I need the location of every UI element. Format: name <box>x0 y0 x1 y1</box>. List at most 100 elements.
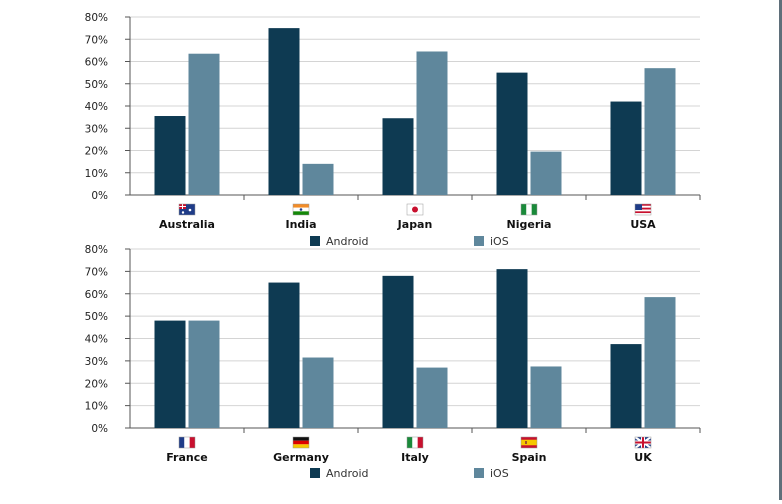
chart-1: 0% 10% 20% 30% 40% 50% 60% 70% 80% Australia India… <box>85 12 701 248</box>
legend-label-android: Android <box>326 235 369 248</box>
bar-android-japan <box>382 118 414 195</box>
flag-band <box>179 437 185 448</box>
flag-border <box>406 203 424 216</box>
category-label: Spain <box>512 451 547 464</box>
bar-ios-uk <box>644 297 676 428</box>
flag-sun <box>412 206 418 213</box>
spain-flag-icon <box>520 436 538 449</box>
legend-label-android: Android <box>326 467 369 480</box>
uk-flag-icon <box>634 436 652 449</box>
flag-band <box>293 211 309 215</box>
flag-field <box>179 204 195 215</box>
y-tick-label: 60% <box>85 57 108 69</box>
france-flag-icon <box>178 436 196 449</box>
bar-ios-nigeria <box>530 151 562 195</box>
flag-stripe <box>635 213 651 215</box>
y-tick-label: 80% <box>85 12 108 24</box>
category-label: USA <box>630 218 656 231</box>
y-tick-label: 30% <box>85 123 108 135</box>
japan-flag-icon <box>406 203 424 216</box>
y-tick-label: 50% <box>85 79 108 91</box>
usa-flag-icon <box>634 203 652 216</box>
bar-ios-germany <box>302 357 334 428</box>
flag-stripe <box>635 207 651 210</box>
chart-2: 0% 10% 20% 30% 40% 50% 60% 70% 80% France Germany I… <box>85 244 701 480</box>
legend-swatch-ios <box>474 236 484 246</box>
flag-band <box>189 437 195 448</box>
flag-border <box>520 436 538 449</box>
bar-android-france <box>154 320 186 428</box>
flag-cross <box>635 441 651 444</box>
bar-android-uk <box>610 344 642 428</box>
bar-ios-usa <box>644 68 676 195</box>
flag-border <box>406 436 424 449</box>
legend-label-ios: iOS <box>490 467 509 480</box>
flag-band <box>412 437 418 448</box>
bar-android-australia <box>154 116 186 195</box>
category-label: Nigeria <box>507 218 552 231</box>
flag-band <box>526 204 532 215</box>
flag-border <box>520 203 538 216</box>
flag-border <box>178 203 196 216</box>
legend-label-ios: iOS <box>490 235 509 248</box>
bar-ios-india <box>302 163 334 195</box>
flag-band <box>417 437 423 448</box>
flag-band <box>521 204 527 215</box>
flag-stripe <box>635 204 651 206</box>
y-tick-label: 50% <box>85 311 108 323</box>
bar-android-india <box>268 28 300 195</box>
legend-swatch-android <box>310 468 320 478</box>
flag-band <box>293 437 309 441</box>
flag-canton <box>635 204 642 210</box>
y-tick-label: 20% <box>85 146 108 158</box>
nigeria-flag-icon <box>520 203 538 216</box>
bar-android-nigeria <box>496 72 528 195</box>
category-label: Italy <box>401 451 429 464</box>
flag-band <box>521 439 537 446</box>
flag-star <box>188 208 192 212</box>
flag-band <box>293 444 309 448</box>
bar-android-spain <box>496 269 528 428</box>
y-tick-label: 10% <box>85 401 108 413</box>
flag-crest <box>525 441 527 444</box>
flag-band <box>531 204 537 215</box>
india-flag-icon <box>292 203 310 216</box>
legend-swatch-android <box>310 236 320 246</box>
italy-flag-icon <box>406 436 424 449</box>
flag-band <box>407 437 413 448</box>
bar-ios-spain <box>530 366 562 428</box>
category-label: Australia <box>159 218 215 231</box>
right-border <box>779 0 782 500</box>
bar-ios-australia <box>188 53 220 196</box>
y-tick-label: 80% <box>85 244 108 256</box>
y-tick-label: 40% <box>85 334 108 346</box>
bar-android-germany <box>268 282 300 428</box>
flag-border <box>634 436 652 449</box>
flag-stripe <box>635 209 651 212</box>
flag-stripe <box>635 211 651 214</box>
legend-swatch-ios <box>474 468 484 478</box>
flag-border <box>634 203 652 216</box>
bar-ios-japan <box>416 51 448 195</box>
y-tick-label: 0% <box>91 423 108 435</box>
flag-border <box>178 436 196 449</box>
australia-flag-icon <box>178 203 196 216</box>
bar-android-italy <box>382 275 414 428</box>
category-label: UK <box>634 451 652 464</box>
y-tick-label: 10% <box>85 168 108 180</box>
y-tick-label: 20% <box>85 378 108 390</box>
y-tick-label: 0% <box>91 190 108 202</box>
flag-star <box>181 211 185 214</box>
y-tick-label: 40% <box>85 101 108 113</box>
bar-ios-italy <box>416 367 448 428</box>
flag-chakra <box>299 208 303 211</box>
bar-android-usa <box>610 101 642 195</box>
flag-stripe <box>635 205 651 208</box>
flag-band <box>184 437 190 448</box>
y-tick-label: 70% <box>85 34 108 46</box>
y-tick-label: 30% <box>85 356 108 368</box>
category-label: India <box>286 218 317 231</box>
flag-border <box>292 203 310 216</box>
flag-band <box>293 440 309 445</box>
category-label: Japan <box>397 218 433 231</box>
